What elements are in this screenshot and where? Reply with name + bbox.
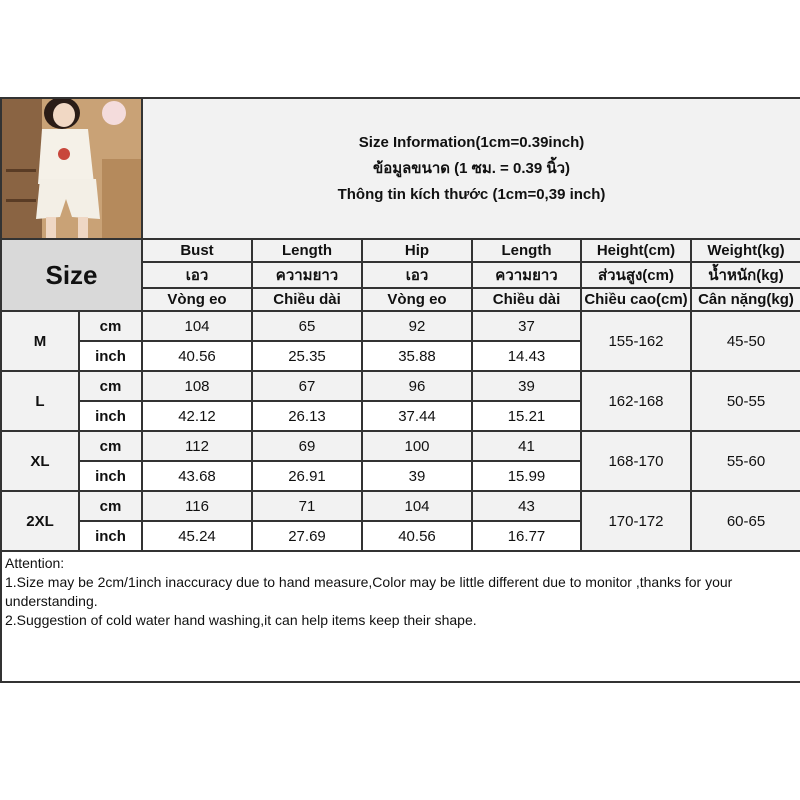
measurement-cell: 37: [471, 310, 582, 342]
measurement-cell: 35.88: [361, 340, 473, 372]
measurement-cell: 116: [141, 490, 253, 522]
weight-range: 55-60: [689, 430, 800, 492]
column-header-th: ความยาว: [471, 261, 582, 289]
measurement-cell: 100: [361, 430, 473, 462]
column-header-th: น้ำหนัก(kg): [689, 261, 800, 289]
title-vietnamese: Thông tin kích thước (1cm=0,39 inch): [337, 185, 606, 203]
size-label: XL: [0, 430, 80, 492]
column-header-en: Bust: [141, 238, 253, 263]
measurement-cell: 15.99: [471, 460, 582, 492]
measurement-cell: 27.69: [251, 520, 363, 552]
header-row-vi: Vòng eo Chiều dài Vòng eo Chiều dài Chiều ca…: [1, 287, 800, 312]
column-header-th: ส่วนสูง(cm): [580, 261, 692, 289]
column-header-en: Hip: [361, 238, 473, 263]
height-range: 168-170: [580, 430, 692, 492]
measurement-cell: 40.56: [141, 340, 253, 372]
measurement-cell: 42.12: [141, 400, 253, 432]
column-header-en: Height(cm): [580, 238, 692, 263]
header-row-th: เอว ความยาว เอว ความยาว ส่วนสูง(cm) น้ำหนัก(k…: [1, 261, 800, 289]
size-label: M: [0, 310, 80, 372]
column-header-vi: Vòng eo: [361, 287, 473, 312]
table-row: inch 40.56 25.35 35.88 14.43: [1, 340, 800, 372]
measurement-cell: 69: [251, 430, 363, 462]
measurement-cell: 26.13: [251, 400, 363, 432]
unit-label: inch: [78, 520, 143, 552]
measurement-cell: 39: [471, 370, 582, 402]
measurement-cell: 26.91: [251, 460, 363, 492]
measurement-cell: 108: [141, 370, 253, 402]
attention-notes: Attention: 1.Size may be 2cm/1inch inaccu…: [0, 550, 800, 683]
column-header-en: Weight(kg): [689, 238, 800, 263]
size-info-title: Size Information(1cm=0.39inch) ข้อมูลขนา…: [140, 97, 800, 240]
height-range: 162-168: [580, 370, 692, 432]
product-photo: [0, 97, 143, 240]
attention-heading: Attention:: [5, 555, 65, 571]
attention-note: 2.Suggestion of cold water hand washing,…: [5, 612, 477, 628]
table-row: 2XL cm 116 71 104 43 170-172 60-65: [0, 490, 800, 552]
column-header-vi: Chiều dài: [251, 287, 363, 312]
column-header-th: ความยาว: [251, 261, 363, 289]
measurement-cell: 43: [471, 490, 582, 522]
unit-label: cm: [78, 370, 143, 402]
table-row: inch 42.12 26.13 37.44 15.21: [1, 400, 800, 432]
size-label: L: [0, 370, 80, 432]
measurement-cell: 104: [361, 490, 473, 522]
product-photo-image: [3, 100, 140, 237]
measurement-cell: 39: [361, 460, 473, 492]
title-thai: ข้อมูลขนาด (1 ซม. = 0.39 นิ้ว): [372, 159, 571, 177]
unit-label: cm: [78, 430, 143, 462]
measurement-cell: 96: [361, 370, 473, 402]
table-row: inch 43.68 26.91 39 15.99: [1, 460, 800, 492]
column-header-vi: Chiều cao(cm): [580, 287, 692, 312]
title-english: Size Information(1cm=0.39inch): [358, 133, 585, 151]
height-range: 170-172: [580, 490, 692, 552]
size-label: 2XL: [0, 490, 80, 552]
column-header-vi: Vòng eo: [141, 287, 253, 312]
unit-label: cm: [78, 310, 143, 342]
measurement-cell: 112: [141, 430, 253, 462]
column-header-vi: Chiều dài: [471, 287, 582, 312]
column-header-en: Length: [471, 238, 582, 263]
measurement-cell: 65: [251, 310, 363, 342]
weight-range: 60-65: [689, 490, 800, 552]
measurement-cell: 104: [141, 310, 253, 342]
measurement-cell: 15.21: [471, 400, 582, 432]
table-row: XL cm 112 69 100 41 168-170 55-60: [0, 430, 800, 492]
header-row-en: Size Bust Length Hip Length Height(cm) Weight(…: [0, 238, 800, 312]
measurement-cell: 92: [361, 310, 473, 342]
unit-label: inch: [78, 400, 143, 432]
attention-row: Attention: 1.Size may be 2cm/1inch inaccu…: [0, 550, 800, 683]
weight-range: 50-55: [689, 370, 800, 432]
measurement-cell: 45.24: [141, 520, 253, 552]
attention-note: 1.Size may be 2cm/1inch inaccuracy due t…: [5, 574, 733, 609]
column-header-en: Length: [251, 238, 363, 263]
measurement-cell: 43.68: [141, 460, 253, 492]
unit-label: inch: [78, 460, 143, 492]
measurement-cell: 41: [471, 430, 582, 462]
measurement-cell: 25.35: [251, 340, 363, 372]
measurement-cell: 40.56: [361, 520, 473, 552]
unit-label: inch: [78, 340, 143, 372]
measurement-cell: 67: [251, 370, 363, 402]
column-header-vi: Cân nặng(kg): [689, 287, 800, 312]
column-header-th: เอว: [141, 261, 253, 289]
size-chart-table: Size Information(1cm=0.39inch) ข้อมูลขนา…: [0, 97, 800, 683]
size-header: Size: [0, 238, 143, 312]
measurement-cell: 16.77: [471, 520, 582, 552]
height-range: 155-162: [580, 310, 692, 372]
measurement-cell: 71: [251, 490, 363, 522]
unit-label: cm: [78, 490, 143, 522]
measurement-cell: 14.43: [471, 340, 582, 372]
column-header-th: เอว: [361, 261, 473, 289]
table-row: inch 45.24 27.69 40.56 16.77: [1, 520, 800, 552]
weight-range: 45-50: [689, 310, 800, 372]
measurement-cell: 37.44: [361, 400, 473, 432]
